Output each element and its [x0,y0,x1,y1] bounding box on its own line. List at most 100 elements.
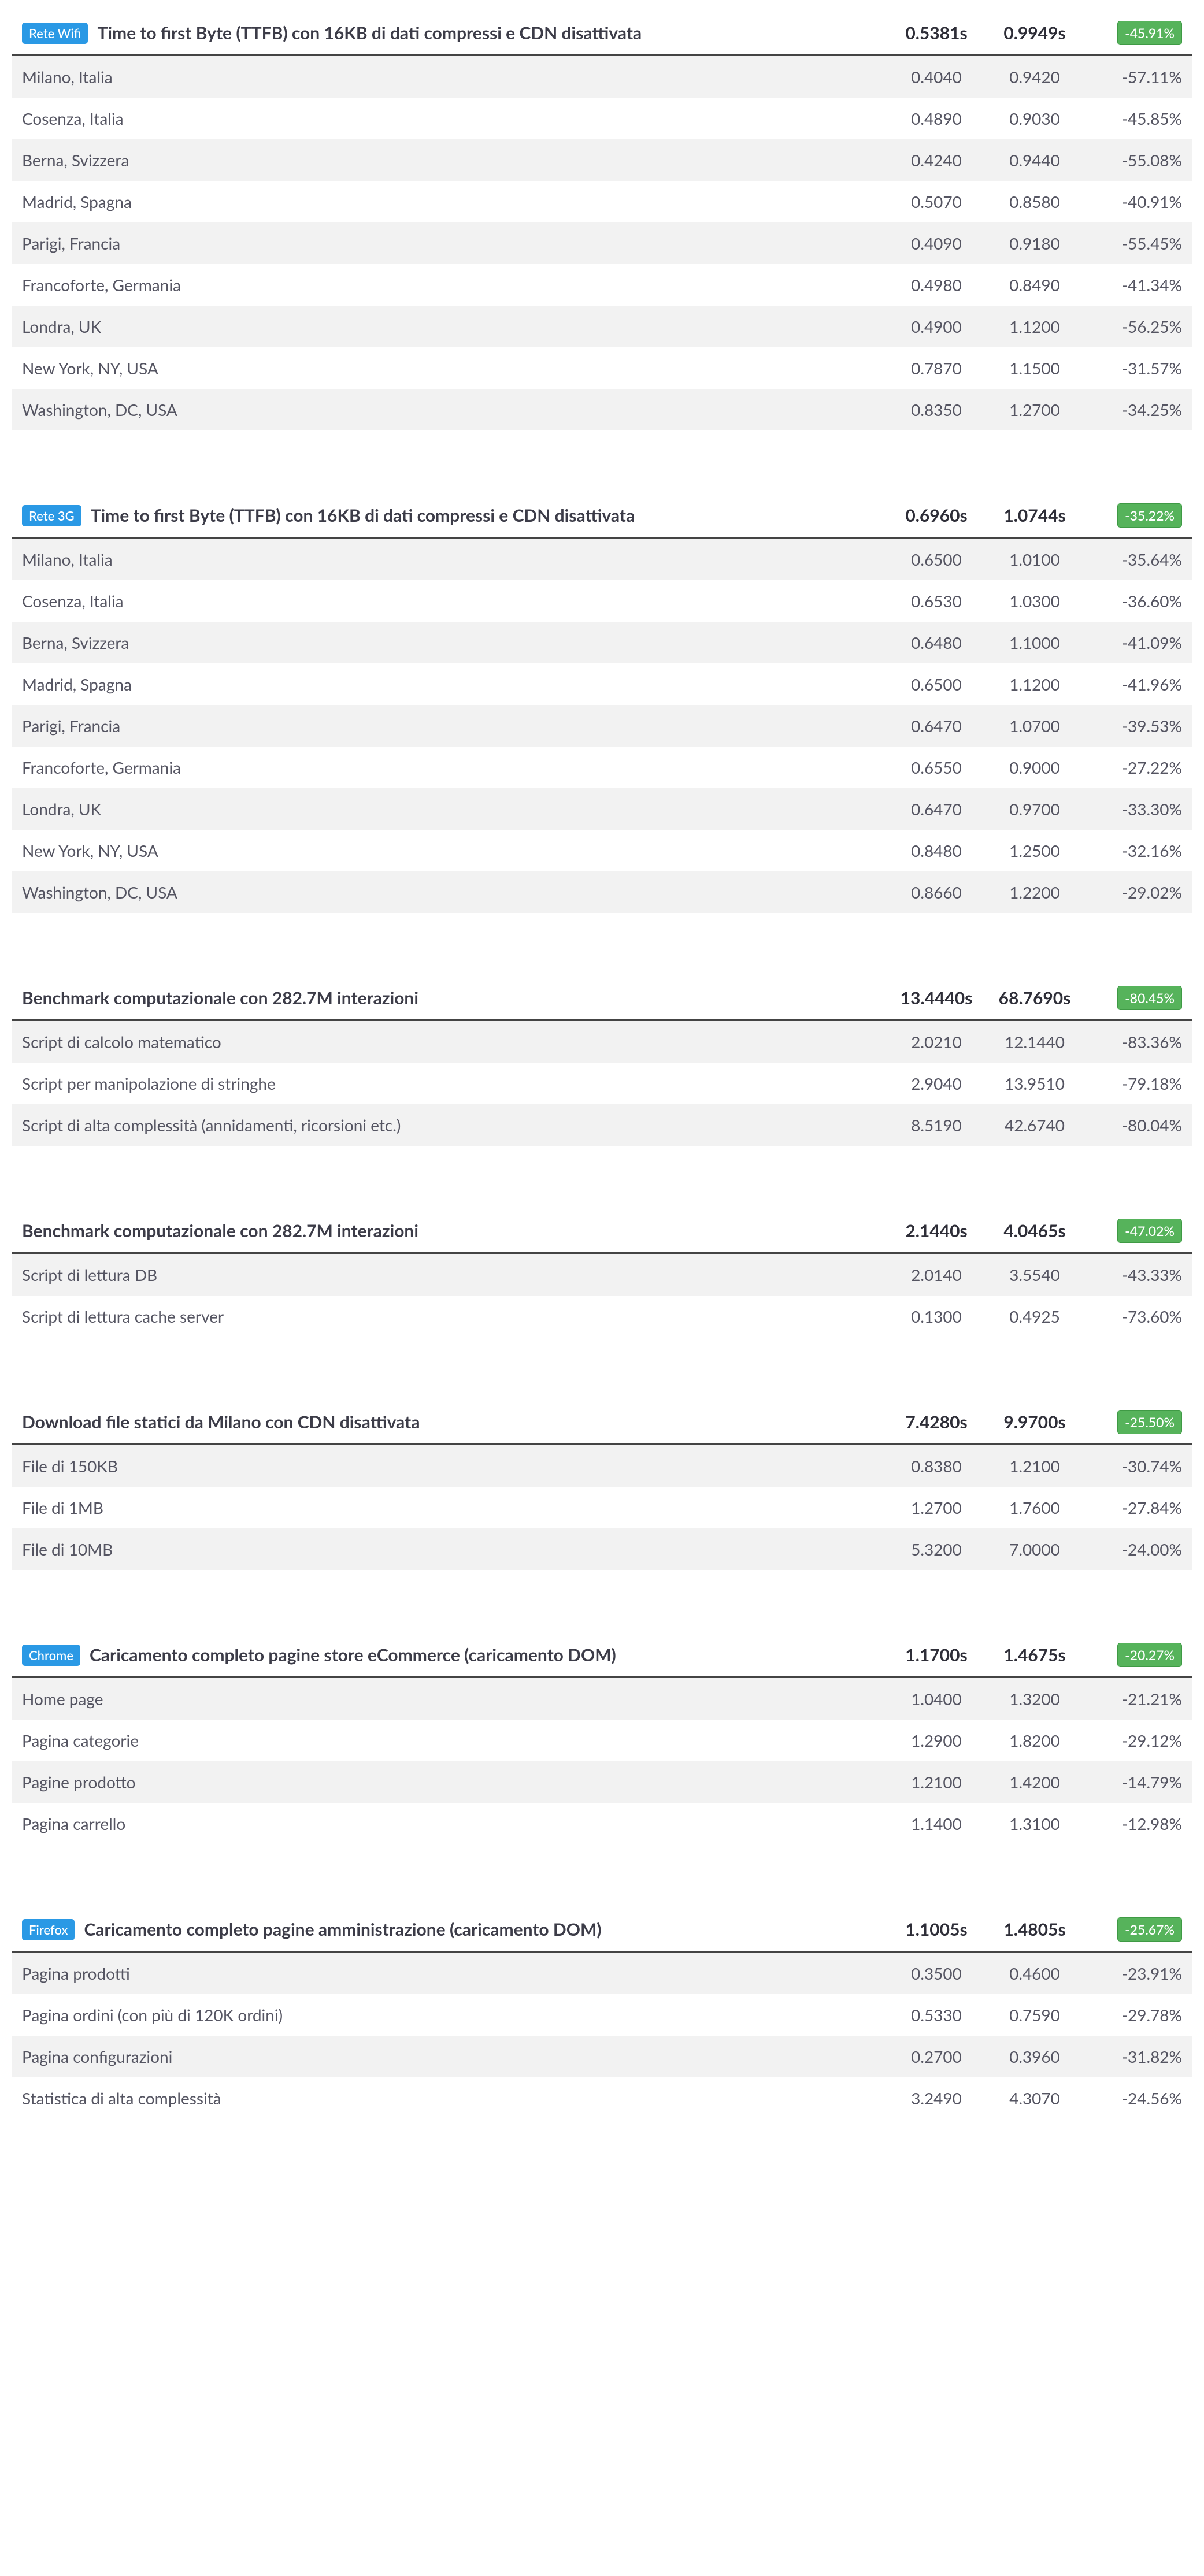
table-row: Pagina ordini (con più di 120K ordini)0.… [12,1994,1192,2036]
row-value-b: 0.9180 [986,233,1084,253]
table-title: Download file statici da Milano con CDN … [22,1412,887,1432]
row-pct: -56.25% [1084,317,1182,336]
benchmark-table: FirefoxCaricamento completo pagine ammin… [12,1908,1192,2119]
table-title: Time to first Byte (TTFB) con 16KB di da… [97,23,887,43]
table-header-row: Download file statici da Milano con CDN … [12,1401,1192,1445]
row-pct: -32.16% [1084,841,1182,860]
row-pct: -27.84% [1084,1498,1182,1517]
row-pct: -23.91% [1084,1963,1182,1983]
row-value-a: 0.6500 [887,550,986,569]
row-label: Parigi, Francia [22,716,887,736]
row-value-b: 1.0700 [986,716,1084,736]
row-pct: -80.04% [1084,1115,1182,1135]
summary-pct-cell: -35.22% [1084,503,1182,528]
row-value-b: 0.8580 [986,192,1084,211]
row-label: File di 1MB [22,1498,887,1517]
row-label: Francoforte, Germania [22,758,887,777]
row-value-b: 13.9510 [986,1074,1084,1093]
table-header-row: Benchmark computazionale con 282.7M inte… [12,977,1192,1021]
summary-value-b: 1.0744s [986,505,1084,526]
row-label: Script per manipolazione di stringhe [22,1074,887,1093]
row-label: New York, NY, USA [22,358,887,378]
row-value-b: 0.4600 [986,1963,1084,1983]
row-pct: -41.34% [1084,275,1182,295]
benchmark-table: Chrome Caricamento completo pagine store … [12,1634,1192,1844]
row-pct: -14.79% [1084,1772,1182,1792]
table-row: File di 150KB0.83801.2100-30.74% [12,1445,1192,1487]
row-value-a: 0.4040 [887,67,986,87]
row-value-a: 1.0400 [887,1689,986,1709]
row-pct: -73.60% [1084,1306,1182,1326]
row-value-b: 0.4925 [986,1306,1084,1326]
pct-badge: -25.50% [1117,1410,1182,1434]
table-row: Milano, Italia0.65001.0100-35.64% [12,539,1192,580]
summary-value-b: 68.7690s [986,988,1084,1008]
row-pct: -24.56% [1084,2088,1182,2108]
table-row: New York, NY, USA0.84801.2500-32.16% [12,830,1192,871]
summary-value-b: 1.4805s [986,1919,1084,1940]
table-row: Pagine prodotto1.21001.4200-14.79% [12,1761,1192,1803]
row-label: Washington, DC, USA [22,400,887,420]
pct-badge: -35.22% [1117,503,1182,528]
summary-pct-cell: -20.27% [1084,1643,1182,1667]
table-row: Madrid, Spagna0.65001.1200-41.96% [12,663,1192,705]
row-label: Milano, Italia [22,67,887,87]
summary-value-a: 2.1440s [887,1220,986,1241]
row-value-a: 1.1400 [887,1814,986,1833]
row-pct: -33.30% [1084,799,1182,819]
table-title: Benchmark computazionale con 282.7M inte… [22,988,887,1008]
row-label: Londra, UK [22,799,887,819]
row-value-b: 0.9440 [986,150,1084,170]
row-label: Parigi, Francia [22,233,887,253]
row-value-b: 4.3070 [986,2088,1084,2108]
table-header-row: Benchmark computazionale con 282.7M inte… [12,1209,1192,1254]
row-label: New York, NY, USA [22,841,887,860]
row-pct: -39.53% [1084,716,1182,736]
table-row: Home page1.04001.3200-21.21% [12,1678,1192,1720]
row-value-a: 0.4090 [887,233,986,253]
row-pct: -24.00% [1084,1539,1182,1559]
table-header-row: Rete WifiTime to first Byte (TTFB) con 1… [12,12,1192,56]
row-value-a: 0.8350 [887,400,986,420]
table-row: Script di alta complessità (annidamenti,… [12,1104,1192,1146]
row-value-b: 1.1200 [986,674,1084,694]
row-label: Script di lettura cache server [22,1306,887,1326]
table-row: Statistica di alta complessità3.24904.30… [12,2077,1192,2119]
table-row: Pagina carrello1.14001.3100-12.98% [12,1803,1192,1844]
table-row: New York, NY, USA0.78701.1500-31.57% [12,347,1192,389]
summary-pct-cell: -25.50% [1084,1410,1182,1434]
row-label: File di 150KB [22,1456,887,1476]
table-row: Parigi, Francia0.40900.9180-55.45% [12,222,1192,264]
table-title: Caricamento completo pagine store eComme… [90,1645,887,1665]
summary-value-a: 13.4440s [887,988,986,1008]
table-row: Francoforte, Germania0.49800.8490-41.34% [12,264,1192,306]
row-pct: -31.82% [1084,2047,1182,2066]
table-row: Madrid, Spagna0.50700.8580-40.91% [12,181,1192,222]
row-value-a: 0.4240 [887,150,986,170]
row-label: Madrid, Spagna [22,674,887,694]
row-value-a: 0.6480 [887,633,986,652]
row-value-a: 0.4980 [887,275,986,295]
row-value-b: 1.0100 [986,550,1084,569]
row-pct: -21.21% [1084,1689,1182,1709]
row-label: Milano, Italia [22,550,887,569]
row-value-b: 0.8490 [986,275,1084,295]
table-row: Washington, DC, USA0.86601.2200-29.02% [12,871,1192,913]
row-label: Pagine prodotto [22,1772,887,1792]
row-value-a: 2.0210 [887,1032,986,1052]
row-value-a: 0.7870 [887,358,986,378]
table-row: Washington, DC, USA0.83501.2700-34.25% [12,389,1192,430]
table-header-row: FirefoxCaricamento completo pagine ammin… [12,1908,1192,1953]
row-value-a: 8.5190 [887,1115,986,1135]
row-pct: -36.60% [1084,591,1182,611]
row-value-b: 7.0000 [986,1539,1084,1559]
table-row: Berna, Svizzera0.42400.9440-55.08% [12,139,1192,181]
row-label: File di 10MB [22,1539,887,1559]
category-badge: Chrome [22,1645,80,1666]
row-pct: -29.12% [1084,1731,1182,1750]
row-pct: -12.98% [1084,1814,1182,1833]
table-row: Francoforte, Germania0.65500.9000-27.22% [12,747,1192,788]
summary-pct-cell: -45.91% [1084,21,1182,45]
row-value-a: 0.2700 [887,2047,986,2066]
pct-badge: -20.27% [1117,1643,1182,1667]
